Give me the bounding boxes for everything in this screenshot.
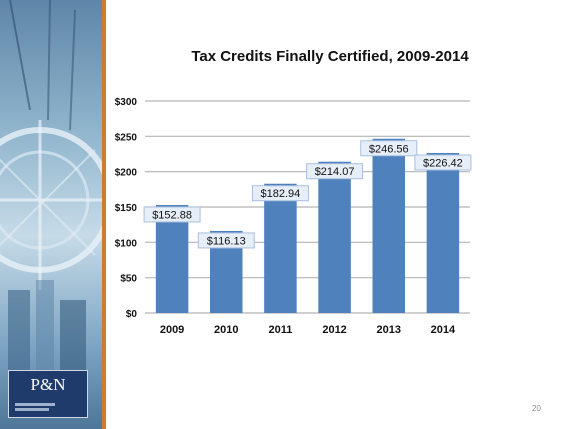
logo-tagline-mark (15, 403, 55, 411)
x-tick-label: 2011 (268, 324, 292, 336)
building-glass-art (0, 0, 104, 370)
bar-2012 (318, 161, 351, 313)
data-label-box (143, 206, 201, 223)
data-label-box (414, 154, 472, 171)
data-label: $182.94 (261, 188, 301, 200)
bar-2013 (372, 138, 405, 313)
data-label-box (197, 232, 255, 249)
data-label: $214.07 (315, 166, 355, 178)
x-tick-label: 2012 (322, 324, 346, 336)
data-label-box (251, 185, 309, 202)
data-label: $226.42 (423, 157, 463, 169)
x-tick-label: 2010 (214, 324, 238, 336)
page-number: 20 (532, 404, 541, 413)
company-logo: P&N (8, 370, 88, 418)
data-label-box (360, 140, 418, 157)
bar-2009 (155, 204, 189, 313)
decorative-building-image (0, 0, 104, 429)
y-axis-tick-labels: $0 $50 $100 $150 $200 $250 $300 (115, 97, 138, 320)
logo-text: P&N (30, 375, 66, 394)
x-tick-label: 2013 (377, 324, 401, 336)
y-tick-label: $100 (115, 238, 138, 249)
chart-title: Tax Credits Finally Certified, 2009-2014 (191, 48, 469, 65)
y-tick-label: $150 (115, 203, 138, 214)
bar-2014 (426, 152, 460, 313)
x-tick-label: 2009 (160, 324, 184, 336)
y-tick-label: $0 (126, 309, 138, 320)
data-labels: $152.88 $116.13 $182.94 $214.07 $246.56 $226.… (143, 140, 472, 249)
y-tick-label: $300 (115, 97, 138, 108)
x-tick-label: 2014 (431, 324, 456, 336)
x-axis-tick-labels: 2009 2010 2011 2012 2013 2014 (160, 324, 456, 336)
y-tick-label: $200 (115, 168, 138, 179)
bar-2011 (264, 183, 297, 313)
y-tick-label: $250 (115, 132, 138, 143)
data-label: $246.56 (369, 143, 409, 155)
data-label: $152.88 (152, 209, 192, 221)
orange-accent-bar (102, 0, 106, 429)
y-tick-label: $50 (120, 274, 137, 285)
data-label-box (306, 163, 364, 180)
data-label: $116.13 (207, 235, 246, 247)
